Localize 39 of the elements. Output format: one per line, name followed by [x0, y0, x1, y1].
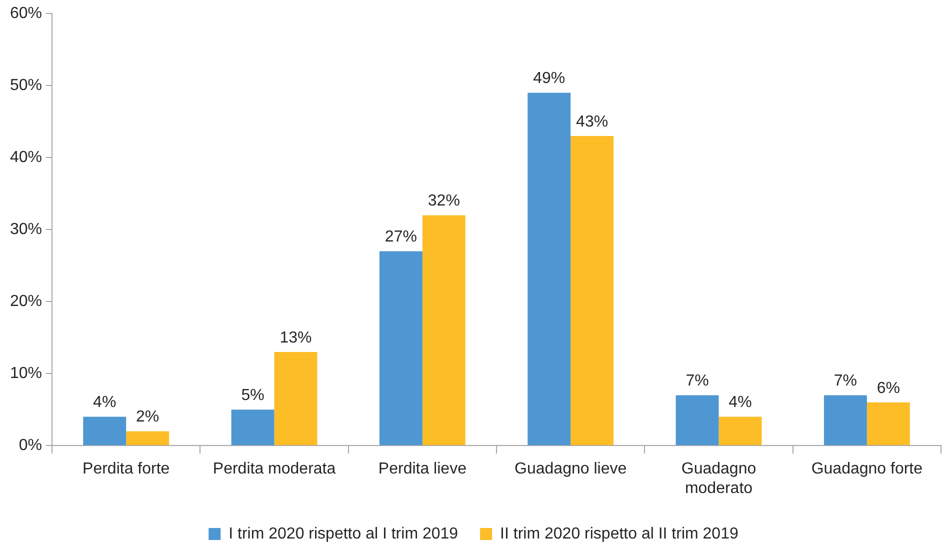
- y-tick-label: 50%: [10, 77, 42, 94]
- data-label: 27%: [384, 228, 417, 246]
- data-label: 49%: [533, 70, 566, 88]
- x-tick-label: Guadagno moderato: [681, 460, 756, 497]
- bar: [570, 136, 614, 446]
- y-tick-label: 60%: [10, 5, 42, 22]
- x-tick-label: Guadagno lieve: [514, 460, 627, 478]
- data-label: 43%: [576, 113, 608, 130]
- data-label: 6%: [876, 380, 900, 397]
- x-tick-label: Guadagno forte: [811, 460, 923, 478]
- bar: [83, 416, 126, 446]
- y-tick-label: 30%: [10, 221, 42, 238]
- bar: [676, 395, 719, 446]
- legend-label: I trim 2020 rispetto al I trim 2019: [228, 525, 458, 542]
- data-label: 4%: [728, 394, 752, 412]
- bar: [126, 431, 170, 446]
- y-tick-label: 0%: [18, 437, 42, 454]
- data-label: 5%: [241, 387, 264, 404]
- bar: [866, 402, 910, 446]
- bar: [718, 416, 762, 446]
- bar: [528, 92, 571, 446]
- bar: [422, 215, 466, 446]
- data-label: 32%: [428, 192, 460, 210]
- data-label: 7%: [686, 372, 709, 390]
- y-tick-label: 10%: [10, 365, 42, 382]
- bar: [824, 395, 867, 446]
- bar: [231, 410, 274, 446]
- y-tick-label: 40%: [10, 149, 42, 166]
- x-tick-label: Perdita forte: [82, 460, 170, 478]
- data-label: 7%: [834, 372, 857, 390]
- x-tick-label: Perdita moderata: [212, 460, 336, 478]
- bar: [379, 251, 422, 446]
- legend-label: II trim 2020 rispetto al II trim 2019: [500, 525, 738, 542]
- data-label: 2%: [136, 408, 160, 426]
- data-label: 13%: [280, 329, 312, 346]
- data-label: 4%: [93, 394, 116, 412]
- x-tick-label: Perdita lieve: [378, 460, 467, 478]
- bar: [274, 352, 318, 446]
- y-tick-label: 20%: [10, 293, 42, 310]
